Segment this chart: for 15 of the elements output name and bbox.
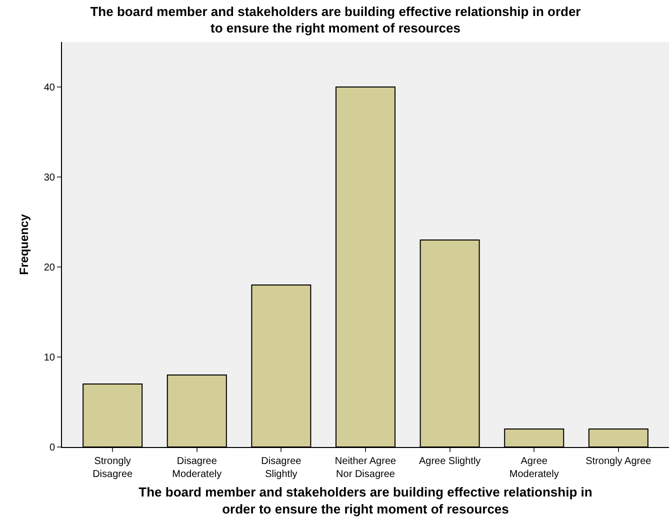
x-tick-label: Agree Slightly <box>418 456 481 467</box>
y-tick-label: 10 <box>44 352 56 364</box>
y-tick-label: 20 <box>44 262 56 274</box>
x-tick-label: Neither Agree Nor Disagree <box>334 456 397 480</box>
x-tick-label: Disagree Slightly <box>261 456 302 480</box>
y-tick-label: 0 <box>49 442 56 454</box>
x-tick-label: Strongly Disagree <box>92 456 134 480</box>
y-tick-label: 30 <box>44 172 56 184</box>
x-axis-title: The board member and stakeholders are building effective relationship in order to ensure the right moment of resources <box>138 484 592 516</box>
y-axis-title: Frequency <box>17 214 32 275</box>
x-tick-label: Strongly Agree <box>586 456 652 467</box>
x-tick-label: Agree Moderately <box>509 456 559 480</box>
x-tick-label: Disagree Moderately <box>172 456 222 480</box>
chart-title: The board member and stakeholders are building effective relationship in order to ensure the right moment of resources <box>90 4 581 36</box>
y-tick-label: 40 <box>44 82 56 94</box>
